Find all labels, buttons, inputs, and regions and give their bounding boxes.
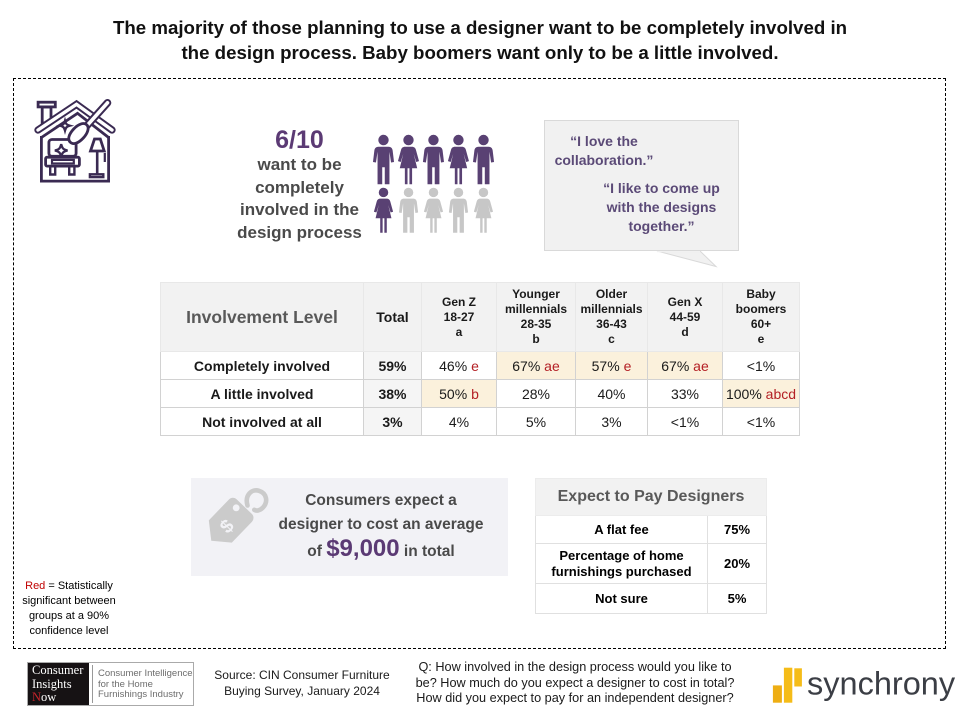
svg-text:synchrony: synchrony [807, 666, 956, 702]
